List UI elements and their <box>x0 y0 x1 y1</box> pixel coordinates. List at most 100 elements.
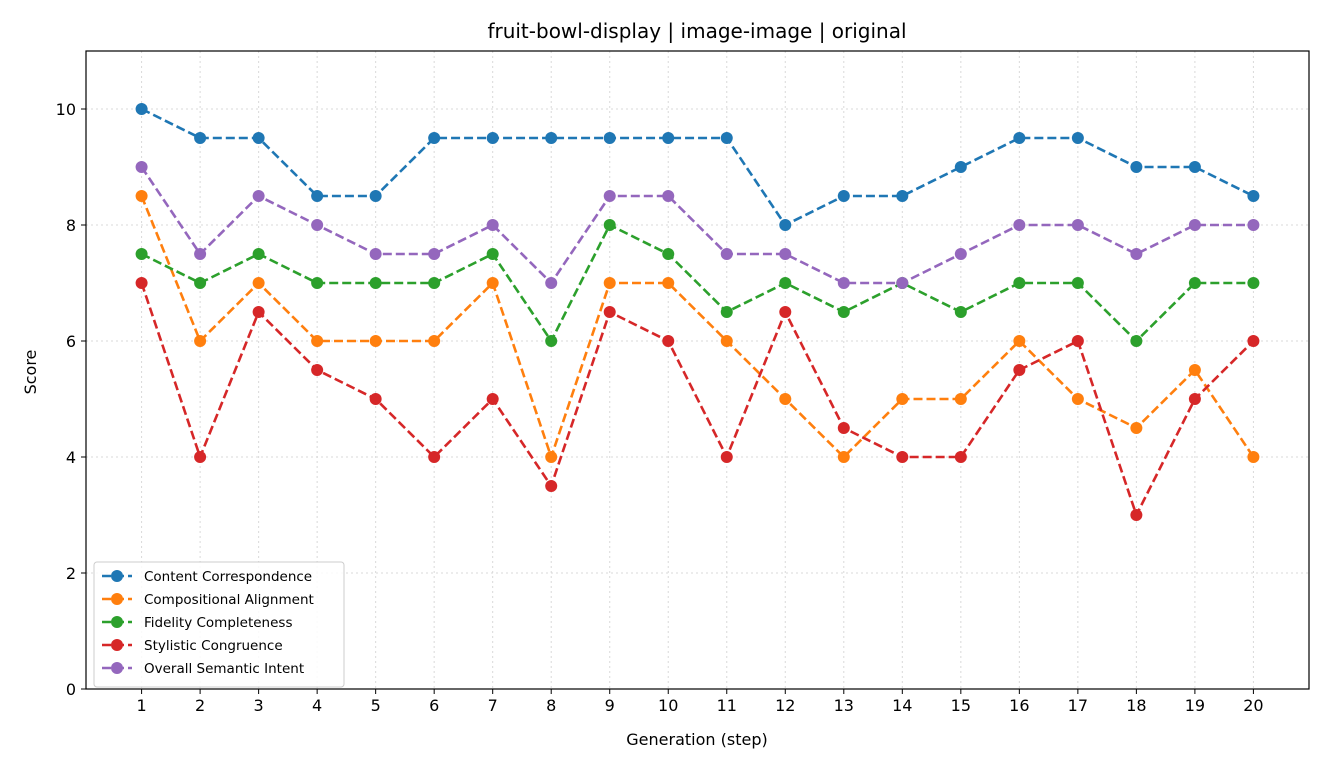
data-point <box>1188 277 1201 289</box>
legend-label: Fidelity Completeness <box>144 615 292 631</box>
data-point <box>252 190 265 202</box>
data-point <box>662 132 675 144</box>
legend-marker <box>111 616 123 628</box>
data-point <box>1130 161 1143 173</box>
data-point <box>837 422 850 434</box>
data-point <box>194 132 207 144</box>
legend-item: Overall Semantic Intent <box>102 661 304 677</box>
data-point <box>1013 277 1026 289</box>
data-point <box>1071 219 1084 231</box>
data-point <box>194 277 207 289</box>
data-point <box>311 190 324 202</box>
series-1 <box>135 190 1260 463</box>
x-tick-label: 12 <box>775 696 795 715</box>
x-tick-label: 8 <box>546 696 556 715</box>
data-point <box>369 190 382 202</box>
data-point <box>194 248 207 260</box>
data-point <box>603 219 616 231</box>
y-tick-label: 2 <box>66 564 76 583</box>
data-point <box>1013 364 1026 376</box>
legend-box <box>93 561 345 688</box>
data-point <box>252 277 265 289</box>
data-point <box>545 451 558 463</box>
data-point <box>1013 335 1026 347</box>
data-point <box>486 277 499 289</box>
legend-label: Content Correspondence <box>144 569 312 585</box>
data-point <box>1130 248 1143 260</box>
data-point <box>486 248 499 260</box>
data-point <box>545 480 558 492</box>
x-tick-label: 10 <box>658 696 678 715</box>
data-point <box>662 190 675 202</box>
data-point <box>896 451 909 463</box>
legend-label: Compositional Alignment <box>144 592 314 608</box>
data-point <box>1247 451 1260 463</box>
data-point <box>1013 219 1026 231</box>
data-point <box>135 161 148 173</box>
x-tick-label: 1 <box>136 696 146 715</box>
data-point <box>1071 335 1084 347</box>
legend-marker <box>111 639 123 651</box>
data-point <box>1247 335 1260 347</box>
data-point <box>603 132 616 144</box>
data-point <box>428 277 441 289</box>
data-point <box>486 393 499 405</box>
data-point <box>896 190 909 202</box>
data-point <box>720 132 733 144</box>
y-axis-title: Score <box>21 350 40 395</box>
y-tick-label: 4 <box>66 448 76 467</box>
data-point <box>1188 393 1201 405</box>
series-line <box>141 107 1254 227</box>
legend-item: Stylistic Congruence <box>102 638 283 654</box>
x-tick-label: 2 <box>195 696 205 715</box>
data-point <box>135 248 148 260</box>
data-point <box>369 277 382 289</box>
data-point <box>779 248 792 260</box>
plot-area-frame <box>85 50 1310 690</box>
x-axis-title: Generation (step) <box>626 730 767 749</box>
data-point <box>311 335 324 347</box>
data-point <box>837 306 850 318</box>
data-point <box>1247 219 1260 231</box>
x-tick-label: 19 <box>1185 696 1205 715</box>
legend-marker <box>111 570 123 582</box>
data-point <box>311 219 324 231</box>
series-line <box>140 282 1255 517</box>
data-point <box>662 248 675 260</box>
data-point <box>779 277 792 289</box>
x-tick-label: 7 <box>488 696 498 715</box>
x-tick-label: 14 <box>892 696 912 715</box>
chart-title: fruit-bowl-display | image-image | origi… <box>487 19 906 43</box>
data-point <box>252 132 265 144</box>
x-tick-label: 20 <box>1243 696 1263 715</box>
data-point <box>135 277 148 289</box>
data-point <box>194 335 207 347</box>
data-point <box>603 190 616 202</box>
data-point <box>1188 364 1201 376</box>
data-point <box>545 335 558 347</box>
series-line <box>140 195 1255 459</box>
data-point <box>1188 219 1201 231</box>
x-tick-label: 5 <box>371 696 381 715</box>
x-tick-label: 18 <box>1126 696 1146 715</box>
data-point <box>1013 132 1026 144</box>
data-point <box>603 306 616 318</box>
data-point <box>779 306 792 318</box>
y-axis: 0 2 4 6 8 10 <box>56 100 86 699</box>
series-line <box>141 223 1254 343</box>
data-point <box>720 306 733 318</box>
legend-marker <box>111 662 123 674</box>
data-point <box>954 248 967 260</box>
series-4 <box>135 161 1260 289</box>
data-point <box>720 335 733 347</box>
data-point <box>954 451 967 463</box>
data-point <box>837 277 850 289</box>
legend-item: Fidelity Completeness <box>102 615 292 631</box>
data-point <box>545 132 558 144</box>
x-tick-label: 15 <box>951 696 971 715</box>
legend-label: Overall Semantic Intent <box>144 661 304 677</box>
data-point <box>779 393 792 405</box>
legend-marker <box>111 593 123 605</box>
data-point <box>662 277 675 289</box>
legend-item: Content Correspondence <box>102 569 312 585</box>
